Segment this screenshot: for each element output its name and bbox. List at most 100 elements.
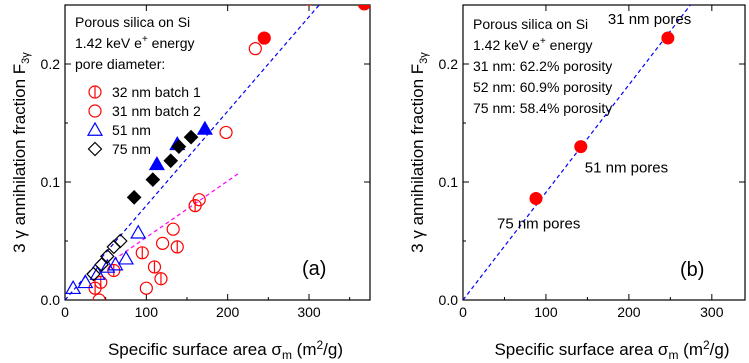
legend-marker (86, 121, 104, 136)
legend-header-after: energy (546, 37, 593, 53)
data-point-open (130, 224, 147, 239)
legend-header-text: 75 nm: 58.4% porosity (473, 100, 612, 116)
data-point-open (112, 233, 128, 249)
x-tick-label: 100 (534, 304, 558, 320)
data-label: 51 nm pores (585, 160, 668, 177)
data-point-open (219, 125, 233, 140)
data-point-filled (357, 5, 370, 11)
x-axis-label-sub: m (668, 348, 678, 362)
panel-label: (b) (680, 259, 704, 281)
data-point-filled (183, 129, 199, 145)
x-tick-label: 100 (135, 304, 159, 320)
legend-marker (88, 104, 102, 118)
legend-header-text: 31 nm: 62.2% porosity (473, 58, 612, 74)
plot-frame (462, 4, 746, 301)
data-point-filled (171, 139, 187, 154)
data-point-open (86, 266, 101, 282)
panel-label: (a) (302, 258, 326, 280)
data-point-open (77, 274, 94, 289)
plot-area (463, 5, 692, 300)
data-point-filled (148, 156, 165, 171)
x-axis-label-unit-close: /g) (323, 340, 343, 359)
y-axis-label: 3 γ annihilation fraction F3γ (408, 52, 430, 253)
legend-header-line: 75 nm: 58.4% porosity (473, 100, 612, 116)
y-axis-label-sub: 3γ (418, 52, 430, 64)
legend-label: 32 nm batch 1 (112, 84, 201, 100)
legend-header-sup: + (540, 36, 546, 47)
data-point (661, 31, 675, 45)
data-point-open (99, 248, 115, 264)
data-point-open (139, 281, 153, 295)
x-tick-label: 300 (700, 304, 724, 320)
legend-header-text: pore diameter: (75, 56, 165, 72)
x-axis-label-sup: 2 (316, 338, 323, 352)
data-point-filled (126, 189, 142, 205)
chart-panel-b: 0 100 200 300 0.0 0.1 0.2 Specific surface area… (408, 4, 746, 362)
data-point (574, 140, 588, 154)
fit-line (65, 5, 320, 300)
legend-header-line: 31 nm: 62.2% porosity (473, 58, 612, 74)
legend-marker (87, 141, 103, 157)
x-tick-label: 200 (617, 304, 641, 320)
legend-header-text: Porous silica on Si (473, 16, 588, 32)
legend-label: 51 nm (112, 122, 151, 138)
legend-header-sup: + (142, 34, 148, 45)
y-axis-label-sub: 3γ (20, 52, 32, 64)
data-point-open (192, 193, 206, 207)
x-tick-label: 0 (459, 304, 467, 320)
y-tick-label: 0.2 (41, 56, 61, 72)
x-axis-label: Specific surface area σm (m2/g) (494, 338, 729, 362)
data-label: 31 nm pores (608, 11, 691, 28)
data-point-open (166, 222, 180, 236)
plot-frame (64, 4, 371, 301)
x-axis-label-unit-close: /g) (710, 340, 730, 359)
data-point-open (92, 293, 106, 300)
x-axis-label-main: Specific surface area σ (108, 340, 282, 359)
data-point-filled (306, 5, 312, 6)
data-point-filled (257, 31, 271, 45)
chart-panel-a: 0 100 200 300 0.0 0.1 0.2 Specific surface area… (10, 4, 371, 362)
legend-header-line: 1.42 keV e+ energy (75, 34, 194, 51)
y-tick-label: 0.0 (41, 292, 61, 308)
y-tick-label: 0.1 (41, 174, 61, 190)
y-tick-label: 0.0 (439, 292, 459, 308)
legend-header-text: 1.42 keV e (75, 35, 142, 51)
data-point-open (117, 250, 135, 265)
y-axis-label-main: 3 γ annihilation fraction F (408, 64, 427, 253)
legend-header-line: Porous silica on Si (75, 14, 190, 30)
data-point-open (156, 236, 170, 250)
x-axis-label-unit: (m (292, 340, 317, 359)
x-axis-label: Specific surface area σm (m2/g) (108, 338, 343, 362)
data-point-open (89, 265, 106, 280)
fit-line (113, 172, 241, 261)
data-label: 75 nm pores (497, 216, 580, 233)
x-axis-label-unit: (m (678, 340, 703, 359)
legend-header-line: pore diameter: (75, 56, 165, 72)
y-axis-label-main: 3 γ annihilation fraction F (10, 64, 29, 253)
x-axis-label-sup: 2 (703, 338, 710, 352)
legend-header-line: Porous silica on Si (473, 16, 588, 32)
y-tick-label: 0.2 (439, 56, 459, 72)
data-point-open (94, 257, 109, 272)
legend-header-text: 1.42 keV e (473, 37, 540, 53)
data-point-filled (196, 120, 213, 135)
data-point-open (65, 279, 82, 295)
legend-header-text: 52 nm: 60.9% porosity (473, 79, 612, 95)
x-axis-label-sub: m (282, 348, 292, 362)
legend-header-line: 52 nm: 60.9% porosity (473, 79, 612, 95)
data-point-open (248, 42, 262, 56)
data-point-filled (145, 172, 161, 187)
y-axis-label: 3 γ annihilation fraction F3γ (10, 52, 32, 253)
data-point (529, 192, 543, 206)
legend-label: 31 nm batch 2 (112, 103, 201, 119)
legend-header-line: 1.42 keV e+ energy (473, 36, 592, 53)
x-axis-label-main: Specific surface area σ (494, 340, 668, 359)
y-tick-label: 0.1 (439, 174, 459, 190)
plot-area (65, 5, 370, 300)
legend-header-text: Porous silica on Si (75, 14, 190, 30)
legend-header-after: energy (148, 35, 195, 51)
data-point-filled (163, 153, 179, 169)
legend-label: 75 nm (112, 141, 151, 157)
x-tick-label: 300 (297, 304, 321, 320)
